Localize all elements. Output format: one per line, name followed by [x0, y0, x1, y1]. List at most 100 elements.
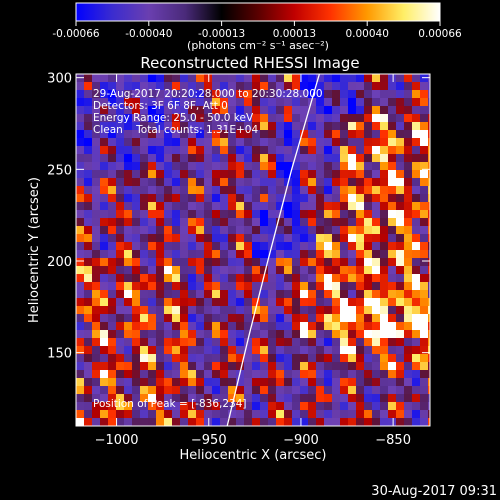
- heatmap-cell: [100, 362, 108, 370]
- heatmap-cell: [292, 306, 300, 314]
- heatmap-cell: [420, 178, 428, 186]
- heatmap-cell: [260, 378, 268, 386]
- heatmap-cell: [164, 266, 172, 274]
- heatmap-cell: [164, 242, 172, 250]
- heatmap-cell: [84, 418, 92, 426]
- heatmap-cell: [76, 146, 84, 154]
- heatmap-cell: [172, 146, 180, 154]
- heatmap-cell: [132, 354, 140, 362]
- heatmap-cell: [84, 250, 92, 258]
- heatmap-cell: [276, 218, 284, 226]
- heatmap-cell: [92, 122, 100, 130]
- heatmap-cell: [276, 98, 284, 106]
- heatmap-cell: [156, 106, 164, 114]
- heatmap-cell: [100, 370, 108, 378]
- heatmap-cell: [268, 266, 276, 274]
- heatmap-cell: [356, 266, 364, 274]
- heatmap-cell: [332, 314, 340, 322]
- heatmap-cell: [324, 258, 332, 266]
- heatmap-cell: [412, 178, 420, 186]
- heatmap-cell: [116, 298, 124, 306]
- heatmap-cell: [276, 378, 284, 386]
- heatmap-cell: [100, 322, 108, 330]
- heatmap-cell: [236, 242, 244, 250]
- heatmap-cell: [164, 362, 172, 370]
- heatmap-cell: [364, 322, 372, 330]
- heatmap-cell: [260, 250, 268, 258]
- heatmap-cell: [316, 170, 324, 178]
- heatmap-cell: [364, 266, 372, 274]
- heatmap-cell: [100, 234, 108, 242]
- heatmap-cell: [204, 186, 212, 194]
- heatmap-cell: [380, 346, 388, 354]
- heatmap-cell: [124, 402, 132, 410]
- heatmap-cell: [284, 394, 292, 402]
- heatmap-cell: [140, 146, 148, 154]
- heatmap-cell: [228, 370, 236, 378]
- heatmap-cell: [124, 306, 132, 314]
- heatmap-cell: [92, 90, 100, 98]
- heatmap-cell: [412, 306, 420, 314]
- heatmap-cell: [84, 330, 92, 338]
- heatmap-cell: [108, 114, 116, 122]
- heatmap-cell: [244, 114, 252, 122]
- heatmap-cell: [156, 242, 164, 250]
- heatmap-cell: [84, 202, 92, 210]
- heatmap-cell: [388, 346, 396, 354]
- heatmap-cell: [244, 354, 252, 362]
- heatmap-cell: [348, 282, 356, 290]
- heatmap-cell: [84, 394, 92, 402]
- heatmap-cell: [420, 282, 428, 290]
- heatmap-cell: [268, 210, 276, 218]
- heatmap-cell: [300, 274, 308, 282]
- heatmap-cell: [116, 226, 124, 234]
- heatmap-cell: [188, 98, 196, 106]
- heatmap-cell: [332, 354, 340, 362]
- heatmap-cell: [356, 282, 364, 290]
- heatmap-cell: [116, 330, 124, 338]
- heatmap-cell: [92, 282, 100, 290]
- heatmap-cell: [108, 194, 116, 202]
- heatmap-cell: [276, 290, 284, 298]
- heatmap-cell: [212, 346, 220, 354]
- heatmap-cell: [228, 322, 236, 330]
- heatmap-cell: [212, 274, 220, 282]
- heatmap-cell: [356, 242, 364, 250]
- heatmap-cell: [276, 258, 284, 266]
- heatmap-cell: [76, 106, 84, 114]
- heatmap-cell: [396, 338, 404, 346]
- heatmap-cell: [180, 130, 188, 138]
- heatmap-cell: [428, 106, 430, 114]
- heatmap-cell: [244, 306, 252, 314]
- heatmap-cell: [324, 418, 332, 426]
- heatmap-cell: [188, 394, 196, 402]
- heatmap-cell: [228, 290, 236, 298]
- colorbar-ticks: -0.00066 -0.00040 -0.00013 0.00013 0.00040 0.…: [52, 21, 462, 40]
- heatmap-cell: [228, 74, 236, 82]
- heatmap-cell: [340, 82, 348, 90]
- heatmap-cell: [244, 122, 252, 130]
- heatmap-cell: [164, 386, 172, 394]
- heatmap-cell: [108, 338, 116, 346]
- heatmap-cell: [140, 74, 148, 82]
- heatmap-cell: [92, 202, 100, 210]
- heatmap-cell: [108, 314, 116, 322]
- heatmap-cell: [156, 186, 164, 194]
- heatmap-cell: [340, 258, 348, 266]
- heatmap-cell: [156, 274, 164, 282]
- heatmap-cell: [180, 338, 188, 346]
- heatmap-cell: [308, 226, 316, 234]
- heatmap-cell: [172, 378, 180, 386]
- heatmap-cell: [100, 162, 108, 170]
- heatmap-cell: [260, 202, 268, 210]
- heatmap-cell: [412, 282, 420, 290]
- heatmap-cell: [108, 290, 116, 298]
- heatmap-cell: [412, 266, 420, 274]
- heatmap-cell: [188, 386, 196, 394]
- heatmap-cell: [348, 186, 356, 194]
- heatmap-cell: [252, 162, 260, 170]
- heatmap-cell: [260, 354, 268, 362]
- heatmap-cell: [276, 346, 284, 354]
- heatmap-cell: [244, 90, 252, 98]
- heatmap-cell: [188, 138, 196, 146]
